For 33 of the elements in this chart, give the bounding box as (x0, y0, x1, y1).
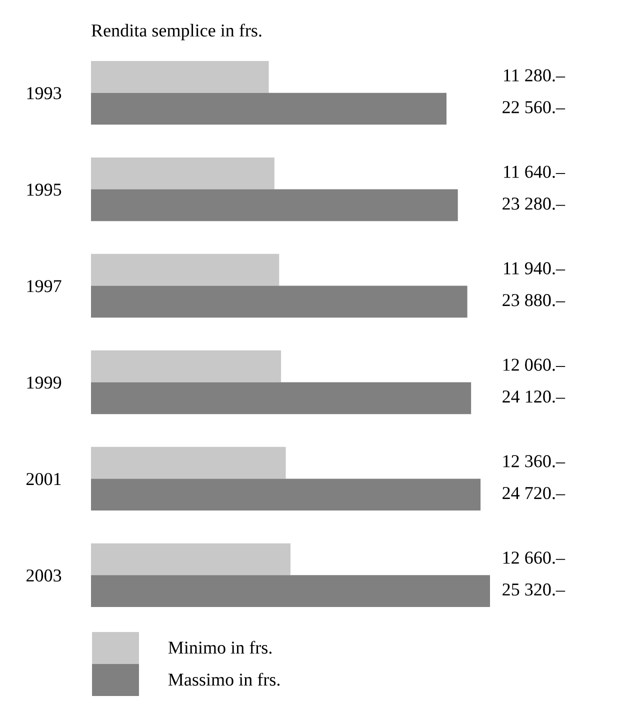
bar (91, 575, 490, 607)
y-tick-label: 2001 (26, 472, 61, 486)
bar (91, 382, 472, 414)
bar (91, 543, 290, 576)
bar (91, 92, 447, 125)
data-label: 12 660.– (503, 552, 566, 564)
data-label: 25 320.– (502, 583, 566, 596)
y-tick-label: 1995 (27, 184, 62, 196)
data-label: 22 560.– (502, 101, 566, 114)
y-tick-label: 1993 (27, 87, 62, 100)
data-label: 11 280.– (504, 69, 566, 82)
bar (91, 286, 468, 318)
bar (91, 254, 280, 286)
data-label: 23 880.– (502, 294, 566, 306)
data-label: 24 120.– (502, 390, 566, 403)
y-tick-label: 1997 (27, 280, 62, 292)
data-label: 12 360.– (503, 455, 566, 468)
bar (91, 189, 458, 222)
y-tick-label: 2003 (26, 569, 62, 582)
legend-label: Minimo in frs. (168, 640, 272, 654)
data-label: 12 060.– (503, 358, 566, 371)
bar (91, 157, 274, 190)
y-tick-label: 1999 (27, 376, 62, 389)
bar (91, 478, 481, 511)
bar (91, 446, 286, 479)
data-label: 11 640.– (504, 166, 566, 178)
data-label: 24 720.– (502, 486, 566, 500)
chart-title: Rendita semplice in frs. (92, 24, 262, 40)
data-label: 23 280.– (502, 198, 566, 210)
data-label: 11 940.– (504, 262, 566, 274)
bar (91, 350, 282, 382)
bar (91, 61, 269, 93)
legend-label: Massimo in frs. (168, 672, 280, 686)
